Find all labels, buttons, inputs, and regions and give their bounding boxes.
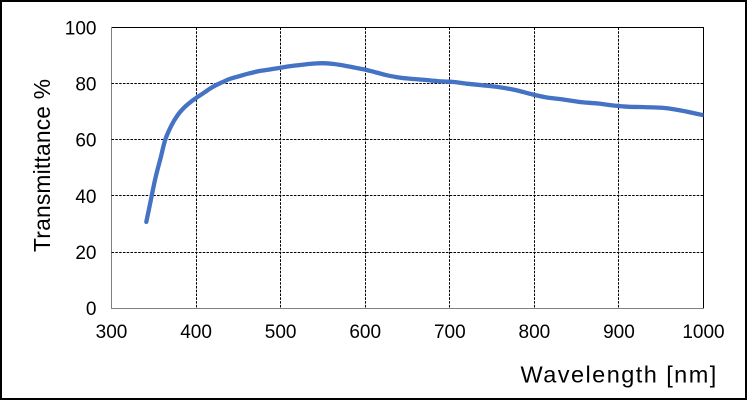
svg-text:Wavelength [nm]: Wavelength [nm] xyxy=(521,362,718,388)
svg-text:700: 700 xyxy=(434,322,466,343)
svg-text:40: 40 xyxy=(75,187,96,208)
svg-text:400: 400 xyxy=(180,322,212,343)
svg-text:0: 0 xyxy=(86,299,97,320)
svg-text:500: 500 xyxy=(265,322,297,343)
svg-text:900: 900 xyxy=(603,322,635,343)
svg-text:800: 800 xyxy=(519,322,551,343)
svg-text:600: 600 xyxy=(349,322,381,343)
svg-text:20: 20 xyxy=(75,243,96,264)
svg-text:300: 300 xyxy=(96,322,128,343)
svg-text:1000: 1000 xyxy=(682,322,724,343)
svg-text:Transmittance %: Transmittance % xyxy=(29,79,55,252)
svg-text:80: 80 xyxy=(75,74,96,95)
svg-text:100: 100 xyxy=(65,18,97,39)
svg-text:60: 60 xyxy=(75,131,96,152)
